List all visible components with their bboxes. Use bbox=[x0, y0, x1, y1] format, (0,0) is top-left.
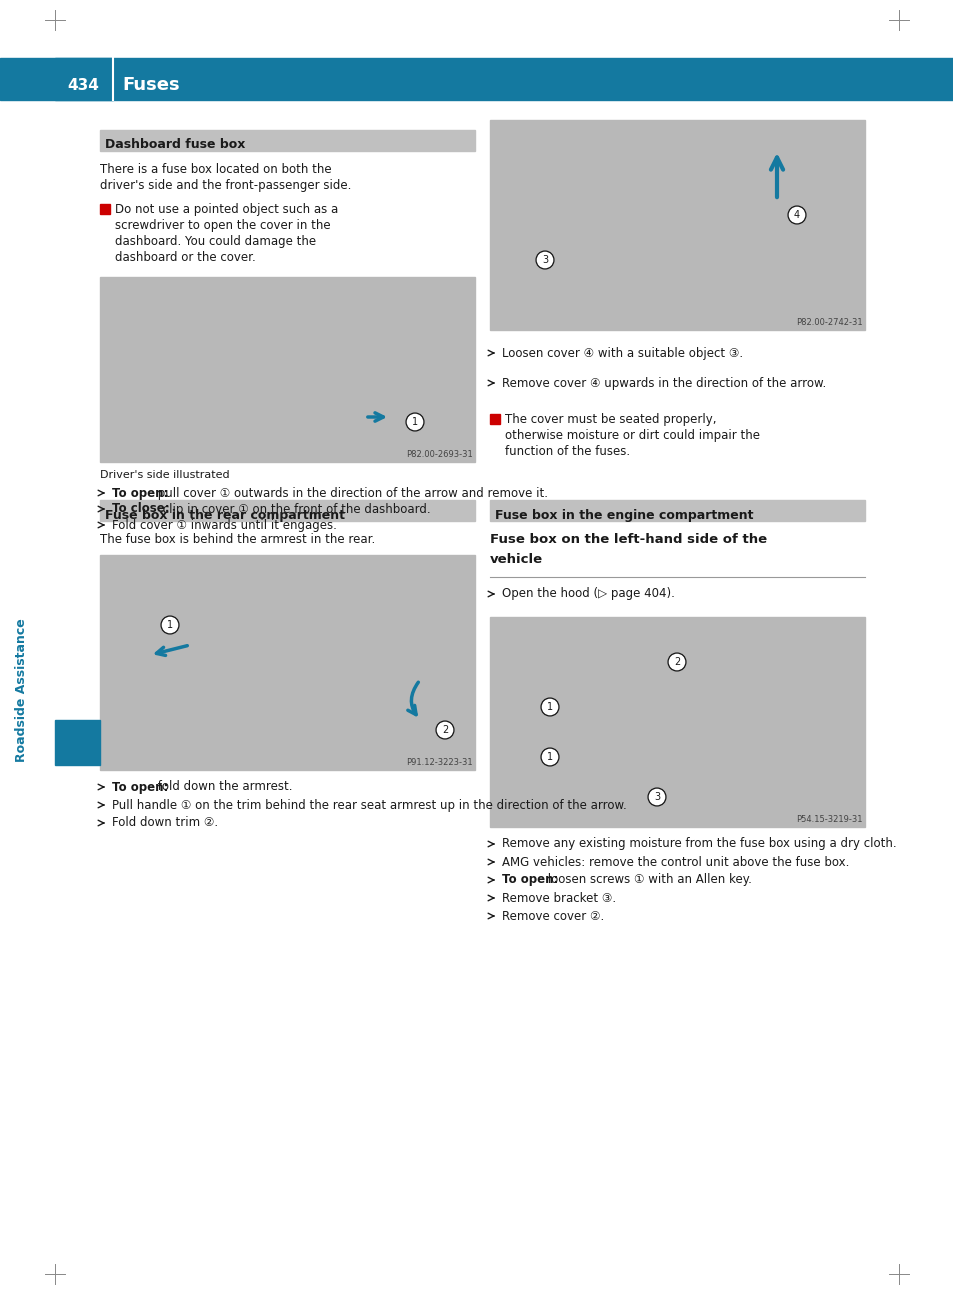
Text: fold down the armrest.: fold down the armrest. bbox=[153, 780, 292, 793]
Text: 2: 2 bbox=[673, 657, 679, 666]
Text: otherwise moisture or dirt could impair the: otherwise moisture or dirt could impair … bbox=[504, 430, 760, 443]
Text: function of the fuses.: function of the fuses. bbox=[504, 445, 630, 458]
Bar bbox=[100, 129, 475, 151]
Text: The fuse box is behind the armrest in the rear.: The fuse box is behind the armrest in th… bbox=[100, 533, 375, 546]
Circle shape bbox=[436, 721, 454, 739]
Text: Fuse box on the left-hand side of the: Fuse box on the left-hand side of the bbox=[490, 533, 766, 546]
Text: screwdriver to open the cover in the: screwdriver to open the cover in the bbox=[115, 219, 331, 232]
Text: Pull handle ① on the trim behind the rear seat armrest up in the direction of th: Pull handle ① on the trim behind the rea… bbox=[112, 798, 626, 811]
Text: Fuse box in the engine compartment: Fuse box in the engine compartment bbox=[495, 509, 753, 521]
Bar bbox=[0, 58, 953, 100]
Text: Fuse box in the rear compartment: Fuse box in the rear compartment bbox=[105, 509, 345, 521]
Bar bbox=[100, 277, 475, 462]
Text: Do not use a pointed object such as a: Do not use a pointed object such as a bbox=[115, 203, 338, 216]
Text: loosen screws ① with an Allen key.: loosen screws ① with an Allen key. bbox=[543, 873, 751, 886]
Text: Open the hood (▷ page 404).: Open the hood (▷ page 404). bbox=[501, 587, 674, 600]
Text: Dashboard fuse box: Dashboard fuse box bbox=[105, 138, 245, 151]
Bar bbox=[490, 617, 864, 827]
Text: 3: 3 bbox=[541, 255, 547, 265]
Text: 1: 1 bbox=[412, 417, 417, 427]
Bar bbox=[490, 120, 864, 330]
Text: Fold down trim ②.: Fold down trim ②. bbox=[112, 817, 218, 829]
Text: To open:: To open: bbox=[112, 780, 168, 793]
Text: Fuses: Fuses bbox=[122, 76, 179, 94]
Text: Driver's side illustrated: Driver's side illustrated bbox=[100, 470, 230, 480]
Text: Remove cover ④ upwards in the direction of the arrow.: Remove cover ④ upwards in the direction … bbox=[501, 377, 825, 389]
Circle shape bbox=[540, 748, 558, 766]
Bar bbox=[490, 499, 864, 521]
Text: To open:: To open: bbox=[112, 487, 168, 499]
Circle shape bbox=[161, 616, 179, 634]
Bar bbox=[490, 414, 499, 424]
Text: vehicle: vehicle bbox=[490, 553, 542, 565]
Circle shape bbox=[406, 413, 423, 431]
Text: 1: 1 bbox=[546, 752, 553, 762]
Text: Roadside Assistance: Roadside Assistance bbox=[15, 619, 29, 762]
Text: P82.00-2693-31: P82.00-2693-31 bbox=[406, 450, 473, 459]
Text: 4: 4 bbox=[793, 210, 800, 220]
Text: 2: 2 bbox=[441, 725, 448, 735]
Bar bbox=[55, 719, 100, 765]
Text: clip in cover ① on the front of the dashboard.: clip in cover ① on the front of the dash… bbox=[158, 502, 430, 515]
Text: P54.15-3219-31: P54.15-3219-31 bbox=[796, 815, 862, 824]
Text: 1: 1 bbox=[167, 620, 172, 630]
Text: Fold cover ① inwards until it engages.: Fold cover ① inwards until it engages. bbox=[112, 519, 336, 532]
Text: dashboard or the cover.: dashboard or the cover. bbox=[115, 251, 255, 264]
Circle shape bbox=[540, 697, 558, 716]
Text: To open:: To open: bbox=[501, 873, 558, 886]
Text: 3: 3 bbox=[653, 792, 659, 802]
Text: 1: 1 bbox=[546, 703, 553, 712]
Text: driver's side and the front-passenger side.: driver's side and the front-passenger si… bbox=[100, 179, 351, 192]
Bar bbox=[100, 555, 475, 770]
Circle shape bbox=[647, 788, 665, 806]
Circle shape bbox=[667, 653, 685, 672]
Text: dashboard. You could damage the: dashboard. You could damage the bbox=[115, 236, 315, 248]
Text: To close:: To close: bbox=[112, 502, 170, 515]
Text: The cover must be seated properly,: The cover must be seated properly, bbox=[504, 413, 716, 426]
Text: pull cover ① outwards in the direction of the arrow and remove it.: pull cover ① outwards in the direction o… bbox=[153, 487, 547, 499]
Text: AMG vehicles: remove the control unit above the fuse box.: AMG vehicles: remove the control unit ab… bbox=[501, 855, 848, 868]
Bar bbox=[100, 204, 110, 214]
Text: P91.12-3223-31: P91.12-3223-31 bbox=[406, 758, 473, 767]
Text: Remove any existing moisture from the fuse box using a dry cloth.: Remove any existing moisture from the fu… bbox=[501, 837, 896, 850]
Text: Remove bracket ③.: Remove bracket ③. bbox=[501, 892, 616, 905]
Bar bbox=[55, 58, 112, 100]
Text: Loosen cover ④ with a suitable object ③.: Loosen cover ④ with a suitable object ③. bbox=[501, 347, 742, 360]
Bar bbox=[100, 499, 475, 521]
Text: Remove cover ②.: Remove cover ②. bbox=[501, 910, 603, 923]
Text: P82.00-2742-31: P82.00-2742-31 bbox=[796, 318, 862, 327]
Text: 434: 434 bbox=[67, 78, 99, 92]
Text: There is a fuse box located on both the: There is a fuse box located on both the bbox=[100, 163, 332, 176]
Circle shape bbox=[536, 251, 554, 269]
Circle shape bbox=[787, 206, 805, 224]
